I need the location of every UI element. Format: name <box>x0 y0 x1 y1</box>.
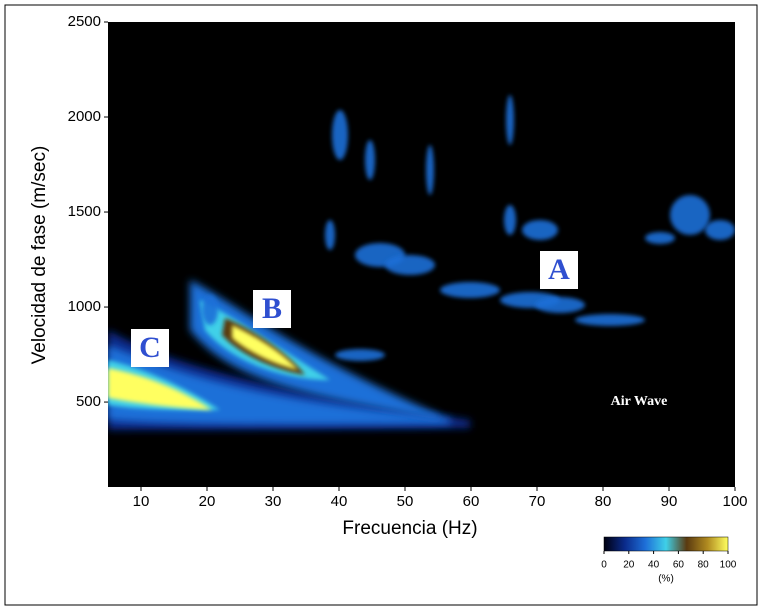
energy-patch <box>535 297 585 313</box>
y-tick-label: 1000 <box>68 298 101 315</box>
energy-patch <box>705 220 735 240</box>
x-tick-label: 20 <box>199 493 216 510</box>
x-tick-label: 50 <box>397 493 414 510</box>
annotation: C <box>139 331 161 364</box>
energy-patch <box>440 282 500 298</box>
energy-patch <box>670 195 710 235</box>
annotation: Air Wave <box>611 394 668 409</box>
energy-patch <box>335 349 385 361</box>
x-tick-label: 60 <box>463 493 480 510</box>
energy-patch <box>645 232 675 244</box>
energy-patch <box>575 314 645 326</box>
annotation-box <box>253 290 291 328</box>
colorbar-tick-label: 20 <box>623 560 635 571</box>
energy-patch <box>506 95 514 145</box>
y-tick-label: 2000 <box>68 108 101 125</box>
x-tick-label: 30 <box>265 493 282 510</box>
colorbar-tick-label: 100 <box>720 560 737 571</box>
x-tick-label: 100 <box>722 493 747 510</box>
energy-patch <box>332 110 348 160</box>
energy-patch <box>504 205 516 235</box>
energy-patch <box>522 220 558 240</box>
energy-patch <box>325 220 335 250</box>
y-tick-label: 1500 <box>68 203 101 220</box>
colorbar-tick-label: 0 <box>601 560 607 571</box>
colorbar-label: (%) <box>658 574 674 585</box>
annotation: A <box>548 253 570 286</box>
x-tick-label: 10 <box>133 493 150 510</box>
annotation: B <box>262 292 282 325</box>
colorbar-tick-label: 60 <box>673 560 685 571</box>
colorbar <box>603 536 729 552</box>
energy-patch <box>426 145 434 195</box>
y-axis-title: Velocidad de fase (m/sec) <box>29 146 50 365</box>
energy-blob <box>108 368 212 410</box>
annotation-box <box>540 251 578 289</box>
energy-blob <box>232 325 298 370</box>
energy-patch <box>202 295 218 325</box>
energy-patch <box>365 140 375 180</box>
energy-patch <box>385 255 435 275</box>
x-axis-title: Frecuencia (Hz) <box>342 518 477 539</box>
annotation-box <box>131 329 169 367</box>
energy-field <box>108 95 735 430</box>
colorbar-tick-label: 80 <box>698 560 710 571</box>
y-tick-label: 500 <box>76 393 101 410</box>
colorbar-tick-label: 40 <box>648 560 660 571</box>
x-tick-label: 80 <box>595 493 612 510</box>
x-tick-label: 90 <box>661 493 678 510</box>
x-tick-label: 40 <box>331 493 348 510</box>
x-tick-label: 70 <box>529 493 546 510</box>
y-tick-label: 2500 <box>68 13 101 30</box>
